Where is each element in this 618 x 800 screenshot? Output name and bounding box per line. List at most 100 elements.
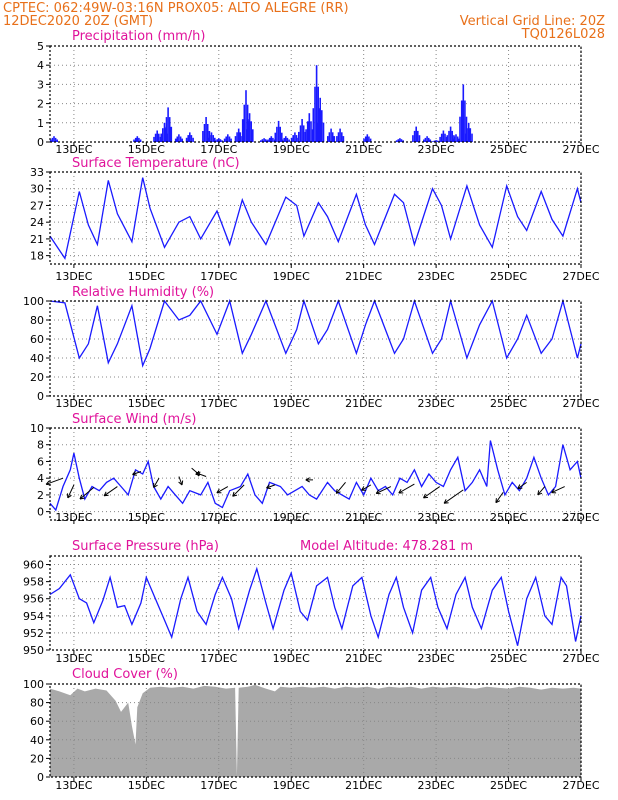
panel-title: Relative Humidity (%) [72, 285, 214, 300]
precip-bar [368, 136, 370, 142]
precip-bar [174, 138, 177, 142]
panel-3: Relative Humidity (%) 0 20 40 60 80 100 13DEC 15… [23, 285, 600, 410]
precip-bar [415, 126, 417, 142]
wind-arrow-head [79, 497, 85, 500]
wind-arrow-head [232, 491, 235, 497]
wind-arrow-shaft [495, 492, 504, 503]
wind-arrow-shaft [103, 486, 118, 497]
precip-bar [308, 113, 311, 142]
precip-bar [49, 139, 52, 142]
precip-bar [185, 137, 188, 142]
precip-bar [460, 100, 463, 142]
precip-bar [245, 90, 247, 142]
y-tick-label: 24 [30, 216, 44, 229]
wind-arrow-head [153, 484, 158, 488]
x-tick-label: 23DEC [418, 143, 455, 156]
precip-bar [341, 132, 343, 142]
wind-arrow [443, 489, 464, 504]
y-tick-label: 0 [37, 390, 44, 403]
precip-bar [427, 137, 430, 142]
precip-bar [298, 131, 300, 142]
wind-arrow-head [423, 493, 426, 499]
precip-bar [214, 137, 216, 142]
y-tick-label: 2 [37, 98, 44, 111]
precip-bar [294, 132, 296, 142]
precip-bar [412, 135, 414, 142]
precip-bar [469, 128, 472, 142]
x-tick-label: 27DEC [562, 143, 599, 156]
precip-bar [322, 122, 325, 142]
x-tick-label: 25DEC [490, 779, 527, 792]
precip-bar [247, 121, 249, 142]
wind-arrow-shaft [232, 484, 245, 497]
precip-bar [449, 126, 452, 142]
y-tick-label: 40 [30, 352, 44, 365]
precip-bar [162, 128, 164, 142]
precip-bar [302, 125, 305, 142]
precip-bar [453, 136, 456, 142]
precip-bar [342, 136, 345, 142]
precip-bar [54, 137, 57, 142]
wind-arrow-head [195, 472, 200, 477]
panel-2: Surface Temperature (nC) 18 21 24 27 30 33 13DE… [30, 156, 600, 283]
panel-frame [49, 683, 582, 778]
x-tick-label: 17DEC [200, 511, 237, 524]
precip-bar [56, 139, 58, 142]
precip-bar [241, 119, 244, 142]
y-tick-label: 0 [37, 771, 44, 784]
series-line [49, 298, 582, 368]
wind-arrow [79, 486, 95, 500]
precip-bar [154, 133, 157, 142]
precip-bar [236, 132, 238, 142]
y-tick-label: 80 [30, 314, 44, 327]
precip-bar [432, 141, 434, 142]
x-tick-label: 27DEC [562, 779, 599, 792]
precip-bar [301, 119, 303, 142]
x-tick-label: 19DEC [273, 652, 310, 665]
panel-title: Cloud Cover (%) [72, 667, 178, 682]
panel-5: Surface Pressure (hPa) Model Altitude: 47… [23, 539, 600, 665]
precip-bar [134, 137, 137, 142]
x-tick-label: 23DEC [418, 652, 455, 665]
precip-bar [136, 136, 139, 142]
wind-arrow-head [335, 488, 338, 494]
y-tick-label: 4 [37, 472, 44, 485]
x-tick-label: 19DEC [273, 270, 310, 283]
wind-arrow [551, 486, 565, 494]
precip-bar [464, 100, 466, 142]
x-tick-label: 13DEC [55, 652, 92, 665]
wind-arrow-head [517, 487, 523, 490]
wind-arrow-head [266, 487, 271, 490]
x-tick-label: 21DEC [345, 511, 382, 524]
y-tick-label: 5 [37, 40, 44, 53]
precip-bar [448, 130, 450, 142]
wind-arrow [103, 486, 118, 497]
precip-bar [223, 138, 226, 142]
y-tick-label: 33 [30, 166, 44, 179]
precip-bar [277, 120, 280, 142]
x-tick-label: 17DEC [200, 270, 237, 283]
precip-bar [209, 135, 211, 142]
y-tick-label: 954 [23, 610, 44, 623]
wind-arrow [398, 483, 415, 494]
wind-arrow-shaft [443, 489, 464, 504]
y-tick-label: 100 [23, 295, 44, 308]
y-tick-label: 3 [37, 78, 44, 91]
y-tick-label: 27 [30, 199, 44, 212]
wind-arrow-shaft [398, 483, 415, 494]
precip-bar [285, 136, 287, 142]
wind-arrow-head [495, 498, 497, 503]
x-tick-label: 17DEC [200, 397, 237, 410]
series-line [49, 177, 582, 261]
precip-bar [364, 136, 367, 142]
precip-bar [51, 137, 54, 142]
x-tick-label: 21DEC [345, 779, 382, 792]
precip-bar [203, 124, 206, 142]
series-line [49, 566, 582, 646]
wind-arrow [517, 481, 527, 490]
precip-bar [219, 139, 222, 142]
y-tick-label: 60 [30, 715, 44, 728]
x-tick-label: 25DEC [490, 270, 527, 283]
precip-bar [227, 134, 229, 142]
precip-bar [283, 137, 285, 142]
